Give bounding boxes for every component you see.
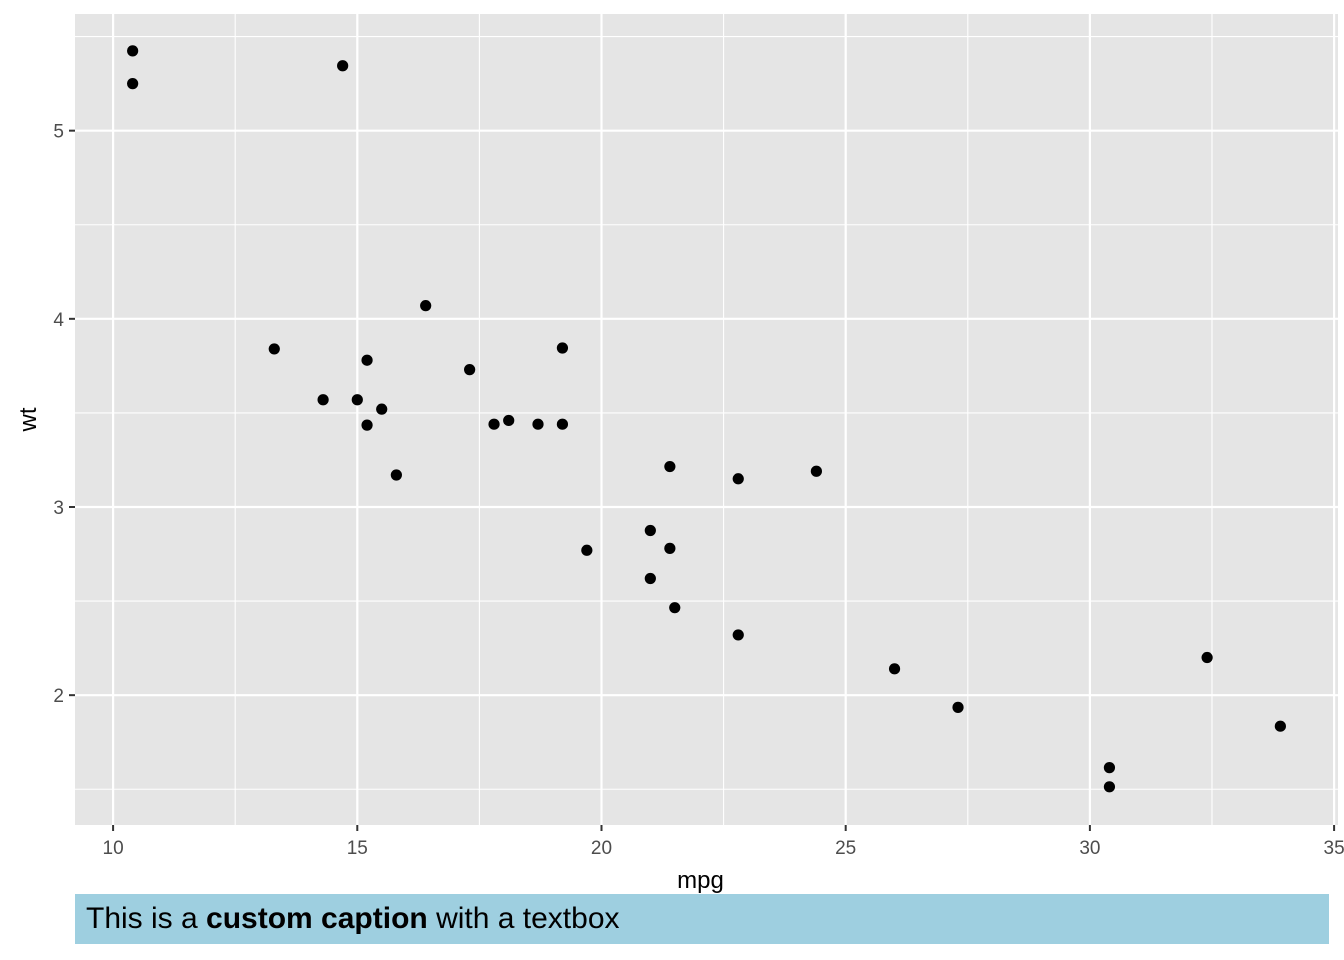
major-gridlines: [75, 14, 1338, 825]
x-tick-label: 30: [1079, 838, 1100, 859]
x-tick-label: 25: [835, 838, 856, 859]
y-tick-label: 3: [53, 498, 64, 519]
x-axis: 10 15 20 25 30 35: [103, 825, 1344, 859]
y-tick-label: 5: [53, 122, 64, 143]
plot-panel: [75, 14, 1338, 825]
data-point: [952, 701, 964, 713]
data-point: [581, 544, 593, 556]
data-point: [464, 364, 476, 376]
data-point: [337, 60, 349, 72]
caption-bold-text: custom caption: [206, 902, 428, 935]
data-point: [376, 403, 388, 415]
data-point: [644, 572, 656, 585]
caption-prefix: This is a: [86, 902, 207, 935]
data-point: [390, 469, 402, 481]
data-point: [732, 473, 744, 485]
data-point: [361, 419, 373, 431]
data-point: [556, 342, 569, 354]
x-axis-title: mpg: [677, 867, 724, 894]
data-point: [556, 418, 569, 430]
data-point: [317, 394, 329, 406]
data-point: [361, 354, 373, 366]
data-point: [1103, 781, 1116, 793]
y-tick-label: 2: [53, 686, 64, 707]
y-axis: 2 3 4 5: [53, 122, 75, 707]
minor-gridlines: [75, 14, 1338, 825]
caption-textbox: This is a custom caption with a textbox: [75, 894, 1329, 944]
data-point: [127, 78, 139, 90]
data-point: [420, 300, 432, 312]
x-tick-label: 20: [591, 838, 612, 859]
y-axis-title: wt: [15, 407, 42, 432]
data-point: [127, 45, 139, 57]
data-point: [532, 418, 544, 430]
data-point: [268, 343, 280, 355]
data-points: [127, 45, 1286, 793]
x-tick-label: 10: [103, 838, 124, 859]
data-point: [664, 460, 676, 473]
data-point: [488, 418, 500, 430]
data-point: [810, 465, 822, 477]
caption-suffix: with a textbox: [427, 902, 620, 935]
data-point: [1201, 651, 1213, 664]
data-point: [644, 524, 656, 537]
data-point: [732, 629, 744, 641]
x-tick-label: 35: [1324, 838, 1344, 859]
data-point: [1103, 762, 1116, 774]
y-tick-label: 4: [53, 310, 64, 331]
data-point: [1274, 720, 1286, 732]
data-point: [669, 602, 681, 614]
data-point: [888, 663, 901, 675]
data-point: [351, 394, 363, 406]
data-point: [664, 542, 676, 554]
data-point: [503, 414, 515, 427]
x-tick-label: 15: [347, 838, 368, 859]
